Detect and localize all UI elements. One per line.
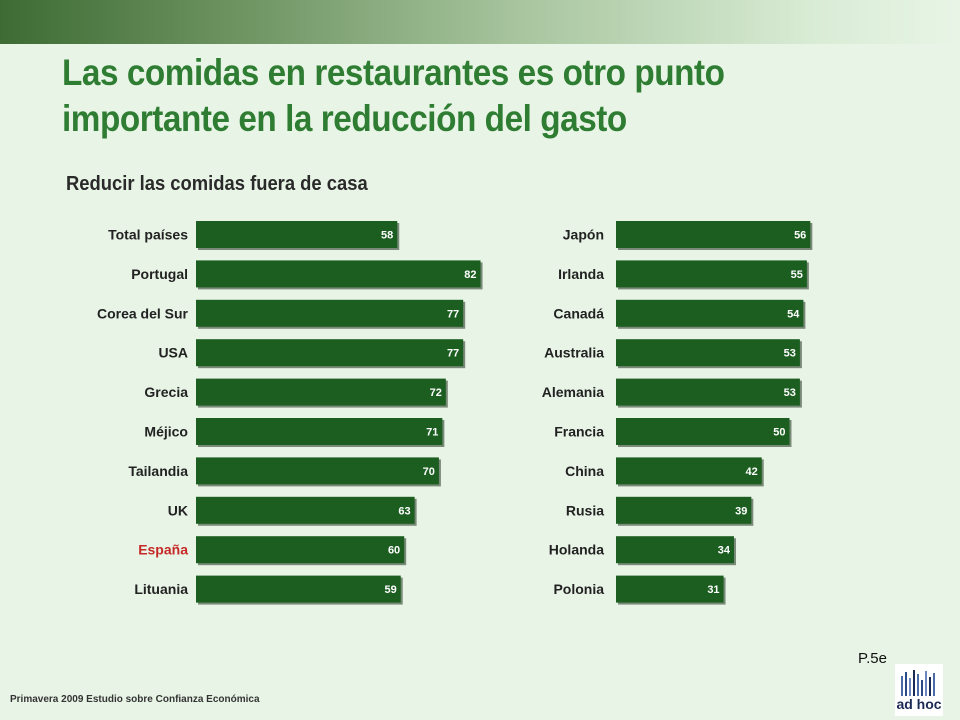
bar-value-label: 50: [773, 427, 785, 439]
page-title: Las comidas en restaurantes es otro punt…: [62, 52, 725, 139]
category-label: Canadá: [553, 305, 604, 321]
bar-value-label: 31: [707, 584, 719, 596]
bar: [196, 575, 401, 603]
bar-value-label: 42: [745, 466, 757, 478]
bar: [616, 299, 804, 327]
logo-text: ad hoc: [896, 696, 942, 712]
bar: [616, 378, 800, 406]
bar: [616, 339, 800, 367]
bar: [616, 575, 724, 603]
category-label: Irlanda: [558, 266, 604, 282]
adhoc-logo: ad hoc: [895, 664, 943, 716]
bar: [196, 299, 464, 327]
category-label: Alemania: [542, 384, 604, 400]
category-label: Total países: [108, 227, 188, 243]
bar: [196, 418, 443, 445]
bar: [196, 536, 405, 564]
bar: [196, 221, 398, 248]
page-number: P.5e: [858, 650, 887, 667]
category-label: Australia: [544, 345, 604, 361]
category-label: España: [138, 542, 188, 558]
bar-value-label: 58: [381, 230, 393, 242]
category-label: Holanda: [549, 542, 604, 558]
category-label: USA: [158, 345, 188, 361]
bar-value-label: 70: [423, 466, 435, 478]
bar-value-label: 39: [735, 505, 747, 517]
bar-value-label: 60: [388, 545, 400, 557]
bar: [196, 496, 415, 524]
bar-value-label: 72: [430, 387, 442, 399]
category-label: Grecia: [144, 384, 188, 400]
category-label: Corea del Sur: [97, 305, 189, 321]
bar-value-label: 56: [794, 230, 806, 242]
bar: [616, 260, 807, 288]
category-label: Francia: [554, 424, 604, 440]
bar-value-label: 59: [384, 584, 396, 596]
bar: [196, 378, 446, 406]
category-label: Portugal: [131, 266, 188, 282]
bar-value-label: 77: [447, 348, 459, 360]
logo-bars-icon: [901, 670, 935, 696]
category-label: Rusia: [566, 502, 604, 518]
bar-value-label: 53: [784, 348, 796, 360]
bar: [196, 260, 481, 288]
bar: [616, 418, 790, 445]
category-label: Tailandia: [128, 463, 188, 479]
header-gradient-bar: [0, 0, 960, 44]
category-label: Méjico: [144, 424, 188, 440]
bar: [616, 496, 752, 524]
bar: [196, 457, 439, 485]
bar-value-label: 77: [447, 308, 459, 320]
bar-value-label: 63: [398, 505, 410, 517]
bar: [616, 221, 811, 248]
category-label: Japón: [563, 227, 604, 243]
footer-text: Primavera 2009 Estudio sobre Confianza E…: [10, 694, 260, 705]
bar-value-label: 55: [791, 269, 803, 281]
bar: [616, 536, 734, 564]
category-label: Lituania: [134, 581, 188, 597]
bar-value-label: 71: [426, 427, 438, 439]
bar: [196, 339, 464, 367]
category-label: China: [565, 463, 604, 479]
bar-value-label: 54: [787, 308, 800, 320]
bar-value-label: 53: [784, 387, 796, 399]
category-label: UK: [168, 502, 188, 518]
chart-subtitle: Reducir las comidas fuera de casa: [66, 173, 368, 195]
category-label: Polonia: [553, 581, 604, 597]
bar: [616, 457, 762, 485]
bar-value-label: 34: [718, 545, 731, 557]
bar-value-label: 82: [464, 269, 476, 281]
